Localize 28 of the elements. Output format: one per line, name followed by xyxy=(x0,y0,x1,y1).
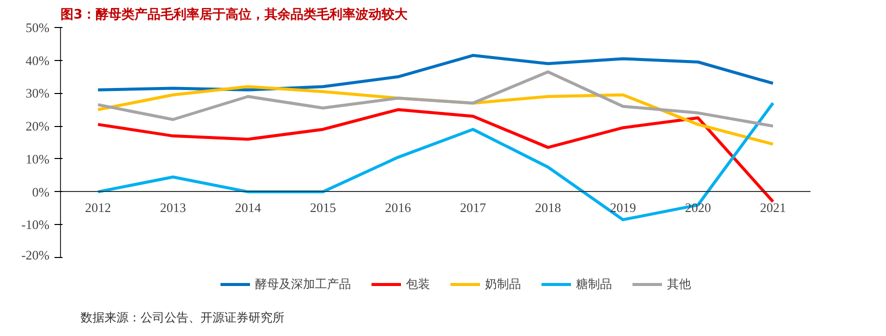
x-tick-label: 2018 xyxy=(535,200,561,215)
source-note: 数据来源：公司公告、开源证券研究所 xyxy=(80,310,284,324)
y-tick-label: 40% xyxy=(26,52,50,68)
line-series xyxy=(96,70,774,128)
y-tick-label: 50% xyxy=(26,20,50,35)
x-tick-label: 2017 xyxy=(460,200,486,215)
x-tick-label: 2016 xyxy=(385,200,412,215)
legend-label: 其他 xyxy=(667,276,691,292)
y-tick-label: 0% xyxy=(32,184,50,200)
y-tick-label: -20% xyxy=(21,248,50,262)
x-tick-label: 2012 xyxy=(85,200,111,215)
y-tick-label: 10% xyxy=(26,151,50,166)
x-tick-label: 2019 xyxy=(610,200,636,215)
x-tick-label: 2021 xyxy=(760,200,786,215)
y-tick-label: -10% xyxy=(21,217,50,232)
x-tick-label: 2015 xyxy=(310,200,336,215)
legend-label: 糖制品 xyxy=(576,276,612,292)
y-tick-label: 20% xyxy=(26,118,50,134)
chart-title: 图3：酵母类产品毛利率居于高位，其余品类毛利率波动较大 xyxy=(60,6,409,22)
y-tick-label: 30% xyxy=(26,86,50,101)
x-tick-label: 2014 xyxy=(235,200,262,215)
x-tick-label: 2020 xyxy=(685,200,711,215)
legend-label: 酵母及深加工产品 xyxy=(255,276,351,292)
line-series xyxy=(96,54,774,92)
legend-label: 包装 xyxy=(406,276,430,292)
legend-label: 奶制品 xyxy=(485,276,521,292)
x-tick-label: 2013 xyxy=(160,200,186,215)
line-series xyxy=(96,108,774,204)
